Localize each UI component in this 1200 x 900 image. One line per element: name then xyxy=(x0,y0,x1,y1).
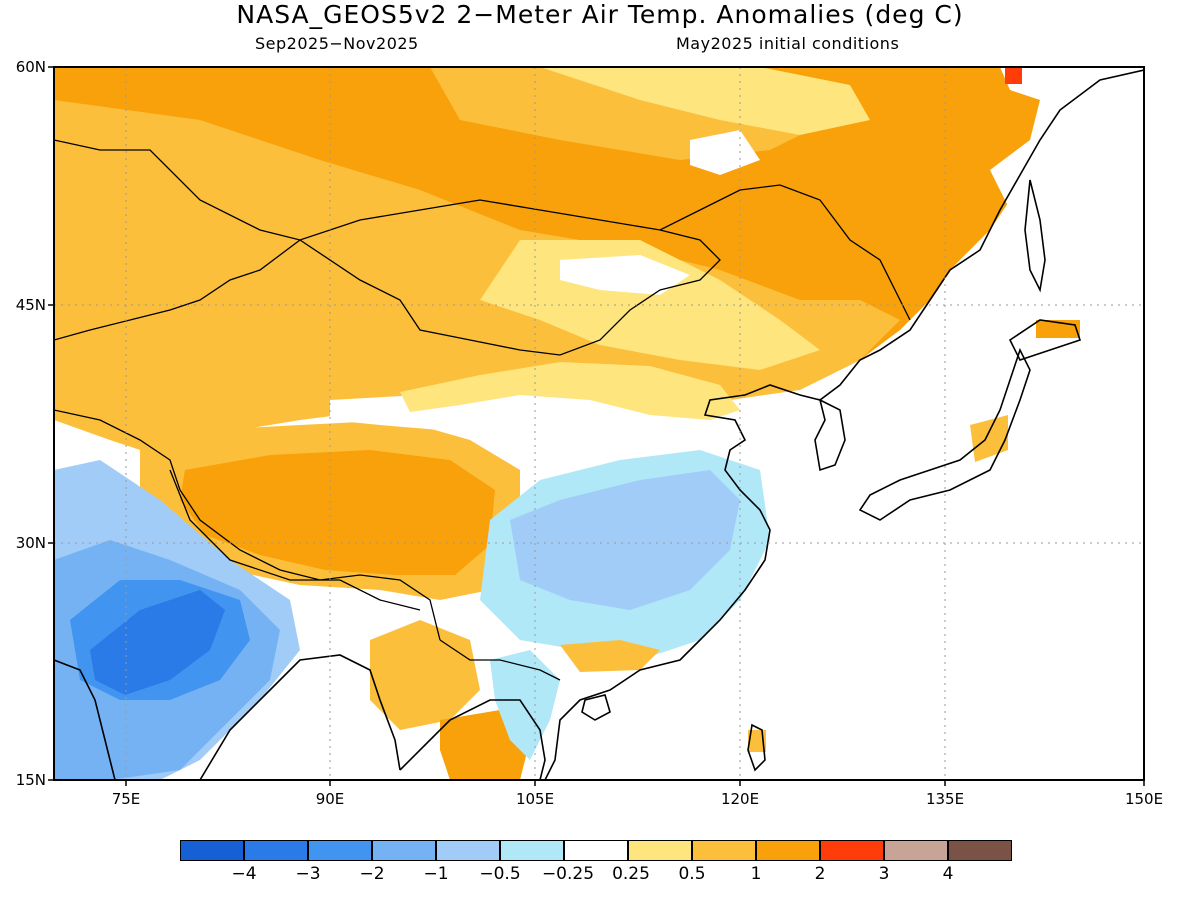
colorbar-swatch xyxy=(500,840,564,861)
himalaya-border xyxy=(169,469,421,611)
taiwan-coastline xyxy=(747,723,766,772)
colorbar-swatch xyxy=(628,840,692,861)
colorbar-swatch xyxy=(756,840,820,861)
colorbar-label: 1 xyxy=(750,864,762,884)
asia-east-coastline xyxy=(544,69,1144,780)
lon-label-120e: 120E xyxy=(720,790,760,808)
southeast-asia-border xyxy=(439,639,561,681)
lat-label-30n: 30N xyxy=(15,534,46,552)
lon-label-105e: 105E xyxy=(515,790,555,808)
near-zero-mongolia xyxy=(560,255,690,295)
north-china-slight-warm xyxy=(400,362,740,420)
hokkaido-coastline xyxy=(1008,319,1082,361)
colorbar-label: −4 xyxy=(231,864,257,884)
india-coastline xyxy=(54,659,116,780)
russia-border xyxy=(54,139,911,321)
forecast-period: Sep2025−Nov2025 xyxy=(255,34,419,53)
lat-label-45n: 45N xyxy=(15,296,46,314)
japan-warm-patch-2 xyxy=(970,415,1008,462)
colorbar-label: −1 xyxy=(423,864,449,884)
kazakhstan-border xyxy=(54,239,301,341)
colorbar-swatch xyxy=(692,840,756,861)
country-borders xyxy=(54,139,911,681)
colorbar-label: 0.25 xyxy=(612,864,650,884)
indochina-cool-region xyxy=(490,650,560,760)
colorbar-label: 0.5 xyxy=(678,864,706,884)
lat-label-60n: 60N xyxy=(15,58,46,76)
lon-label-75e: 75E xyxy=(111,790,141,808)
lon-label-135e: 135E xyxy=(925,790,965,808)
initial-conditions: May2025 initial conditions xyxy=(676,34,900,53)
axis-ticks xyxy=(48,66,1145,786)
colorbar-label: −3 xyxy=(295,864,321,884)
bay-of-bengal-coastline xyxy=(199,654,401,780)
hainan-coastline xyxy=(581,694,611,721)
sakhalin-coastline xyxy=(1024,179,1046,293)
china-west-border xyxy=(54,409,441,641)
slight-warm-region xyxy=(540,67,870,135)
korea-coastline xyxy=(814,398,846,472)
far-east-hot-patch xyxy=(1005,67,1022,84)
map-frame xyxy=(53,66,1145,781)
colorbar-swatch xyxy=(308,840,372,861)
colorbar-label: 2 xyxy=(814,864,826,884)
lon-label-90e: 90E xyxy=(315,790,345,808)
colorbar-swatch xyxy=(244,840,308,861)
colorbar-swatch xyxy=(564,840,628,861)
colorbar-label: −0.25 xyxy=(541,864,595,884)
japan-coastline xyxy=(858,347,1031,521)
lat-label-15n: 15N xyxy=(15,771,46,789)
colorbar-swatch xyxy=(372,840,436,861)
indochina-coastline xyxy=(399,699,546,780)
pacific-ocean xyxy=(560,67,1144,780)
mongolia-border xyxy=(299,229,721,356)
indochina-warm-region xyxy=(370,620,480,730)
india-coldest-region xyxy=(90,590,225,695)
anomaly-field xyxy=(54,67,1144,780)
colorbar-label: 4 xyxy=(942,864,954,884)
coastlines xyxy=(54,69,1144,780)
south-china-coast-warm xyxy=(560,640,660,672)
colorbar-label: −2 xyxy=(359,864,385,884)
colorbar-swatch xyxy=(820,840,884,861)
colorbar-label: −0.5 xyxy=(479,864,521,884)
colorbar-swatch xyxy=(884,840,948,861)
near-zero-north xyxy=(690,130,760,175)
colorbar-swatch xyxy=(436,840,500,861)
colorbar-swatch xyxy=(180,840,244,861)
moderate-warm-region xyxy=(54,100,900,460)
taiwan-warm-patch-2 xyxy=(748,730,766,752)
colorbar-swatch xyxy=(948,840,1012,861)
map-title: NASA_GEOS5v2 2−Meter Air Temp. Anomalies… xyxy=(236,0,964,29)
lon-label-150e: 150E xyxy=(1124,790,1164,808)
south-china-cooler-region xyxy=(510,470,740,610)
colorbar-label: 3 xyxy=(878,864,890,884)
tibet-core xyxy=(180,450,495,575)
